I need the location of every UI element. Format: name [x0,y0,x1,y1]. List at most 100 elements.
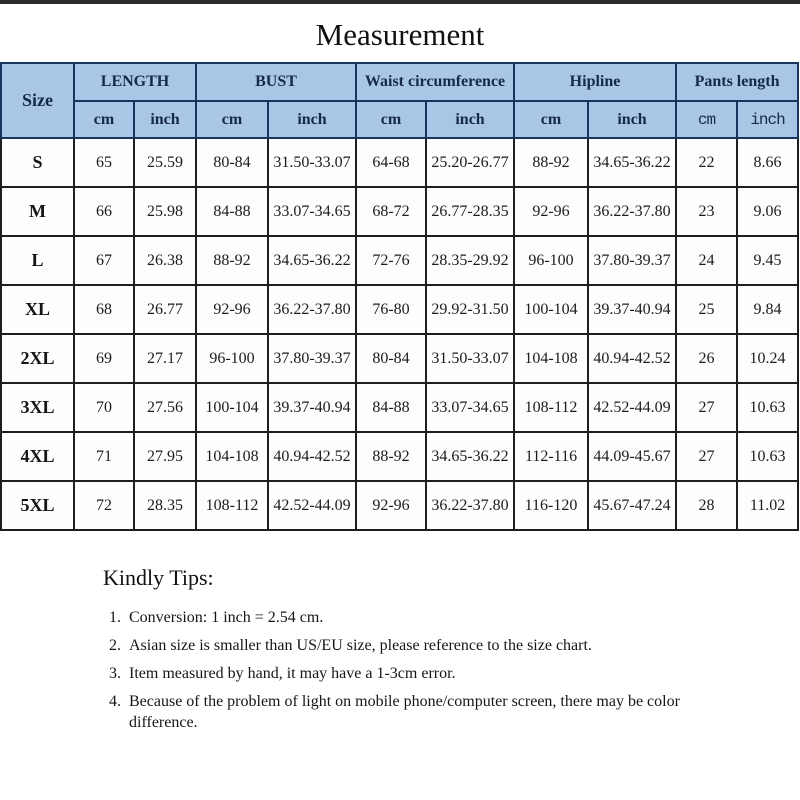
page-title: Measurement [315,17,485,52]
tip-text: Because of the problem of light on mobil… [129,693,680,732]
data-cell: 45.67-47.24 [587,480,678,531]
size-row-2xl: 2XL 69 27.17 96-100 37.80-39.37 80-84 31… [0,333,800,384]
data-cell: 40.94-42.52 [587,333,678,384]
data-cell: 39.37-40.94 [266,382,358,433]
data-cell: 68-72 [355,186,428,237]
unit-header-bust-inch: inch [266,100,358,139]
size-cell: M [0,186,75,237]
data-cell: 28.35-29.92 [425,235,516,286]
data-cell: 116-120 [513,480,590,531]
data-cell: 112-116 [513,431,590,482]
data-cell: 104-108 [513,333,590,384]
data-cell: 36.22-37.80 [425,480,516,531]
unit-header-length-inch: inch [133,100,197,139]
data-cell: 25.98 [133,186,197,237]
top-border-bar [0,0,800,4]
data-cell: 28 [675,480,739,531]
data-cell: 34.65-36.22 [266,235,358,286]
data-cell: 108-112 [513,382,590,433]
data-cell: 31.50-33.07 [266,137,358,188]
size-row-4xl: 4XL 71 27.95 104-108 40.94-42.52 88-92 3… [0,431,800,482]
data-cell: 36.22-37.80 [266,284,358,335]
size-row-l: L 67 26.38 88-92 34.65-36.22 72-76 28.35… [0,235,800,286]
tip-text: Conversion: 1 inch = 2.54 cm. [129,609,324,626]
tip-item: 3. Item measured by hand, it may have a … [109,663,699,684]
data-cell: 42.52-44.09 [266,480,358,531]
data-cell: 96-100 [195,333,269,384]
data-cell: 42.52-44.09 [587,382,678,433]
data-cell: 100-104 [195,382,269,433]
unit-header-hipline-cm: cm [513,100,590,139]
tip-number: 2. [109,637,121,655]
unit-header-bust-cm: cm [195,100,269,139]
data-cell: 84-88 [195,186,269,237]
data-cell: 70 [73,382,135,433]
data-cell: 40.94-42.52 [266,431,358,482]
measurement-table: Size LENGTH BUST Waist circumference Hip… [0,62,800,531]
data-cell: 27 [675,382,739,433]
data-cell: 92-96 [355,480,428,531]
data-cell: 37.80-39.37 [587,235,678,286]
data-cell: 26.77 [133,284,197,335]
data-cell: 31.50-33.07 [425,333,516,384]
data-cell: 72-76 [355,235,428,286]
data-cell: 10.24 [736,333,800,384]
tip-number: 1. [109,609,121,626]
data-cell: 34.65-36.22 [587,137,678,188]
tip-text: Item measured by hand, it may have a 1-3… [129,665,456,683]
unit-header-row: cm inch cm inch cm inch cm inch cm inch [1,100,800,139]
group-header-hipline: Hipline [513,62,678,102]
data-cell: 96-100 [513,235,590,286]
data-cell: 72 [73,480,135,531]
data-cell: 92-96 [513,186,590,237]
data-cell: 84-88 [355,382,428,433]
data-cell: 39.37-40.94 [587,284,678,335]
unit-header-hipline-inch: inch [587,100,678,139]
tips-heading: Kindly Tips: [103,565,214,590]
tip-text: Asian size is smaller than US/EU size, p… [129,637,592,655]
unit-header-pants-cm: cm [675,100,739,139]
size-row-xl: XL 68 26.77 92-96 36.22-37.80 76-80 29.9… [0,284,800,335]
data-cell: 33.07-34.65 [425,382,516,433]
tip-item: 2. Asian size is smaller than US/EU size… [109,635,699,656]
data-cell: 25 [675,284,739,335]
tip-item: 1. Conversion: 1 inch = 2.54 cm. [109,607,699,628]
data-cell: 80-84 [195,137,269,188]
size-cell: 5XL [0,480,75,531]
data-cell: 8.66 [736,137,800,188]
data-cell: 10.63 [736,431,800,482]
data-cell: 76-80 [355,284,428,335]
size-cell: S [0,137,75,188]
size-row-m: M 66 25.98 84-88 33.07-34.65 68-72 26.77… [0,186,800,237]
data-cell: 108-112 [195,480,269,531]
data-cell: 69 [73,333,135,384]
data-cell: 27.56 [133,382,197,433]
size-row-3xl: 3XL 70 27.56 100-104 39.37-40.94 84-88 3… [0,382,800,433]
data-cell: 22 [675,137,739,188]
data-cell: 44.09-45.67 [587,431,678,482]
data-cell: 68 [73,284,135,335]
tip-number: 3. [109,665,121,683]
unit-header-waist-inch: inch [425,100,516,139]
data-cell: 26.77-28.35 [425,186,516,237]
size-cell: 4XL [0,431,75,482]
data-cell: 64-68 [355,137,428,188]
unit-header-pants-inch: inch [736,100,800,139]
size-cell: XL [0,284,75,335]
data-cell: 29.92-31.50 [425,284,516,335]
data-cell: 37.80-39.37 [266,333,358,384]
size-cell: 2XL [0,333,75,384]
tip-number: 4. [109,693,121,711]
data-cell: 23 [675,186,739,237]
data-cell: 24 [675,235,739,286]
group-header-length: LENGTH [73,62,197,102]
data-cell: 27.17 [133,333,197,384]
data-cell: 71 [73,431,135,482]
data-cell: 88-92 [513,137,590,188]
data-cell: 92-96 [195,284,269,335]
group-header-bust: BUST [194,62,358,102]
data-cell: 9.84 [736,284,800,335]
tips-list: 1. Conversion: 1 inch = 2.54 cm. 2. Asia… [109,607,699,734]
data-cell: 80-84 [355,333,428,384]
data-cell: 33.07-34.65 [266,186,358,237]
